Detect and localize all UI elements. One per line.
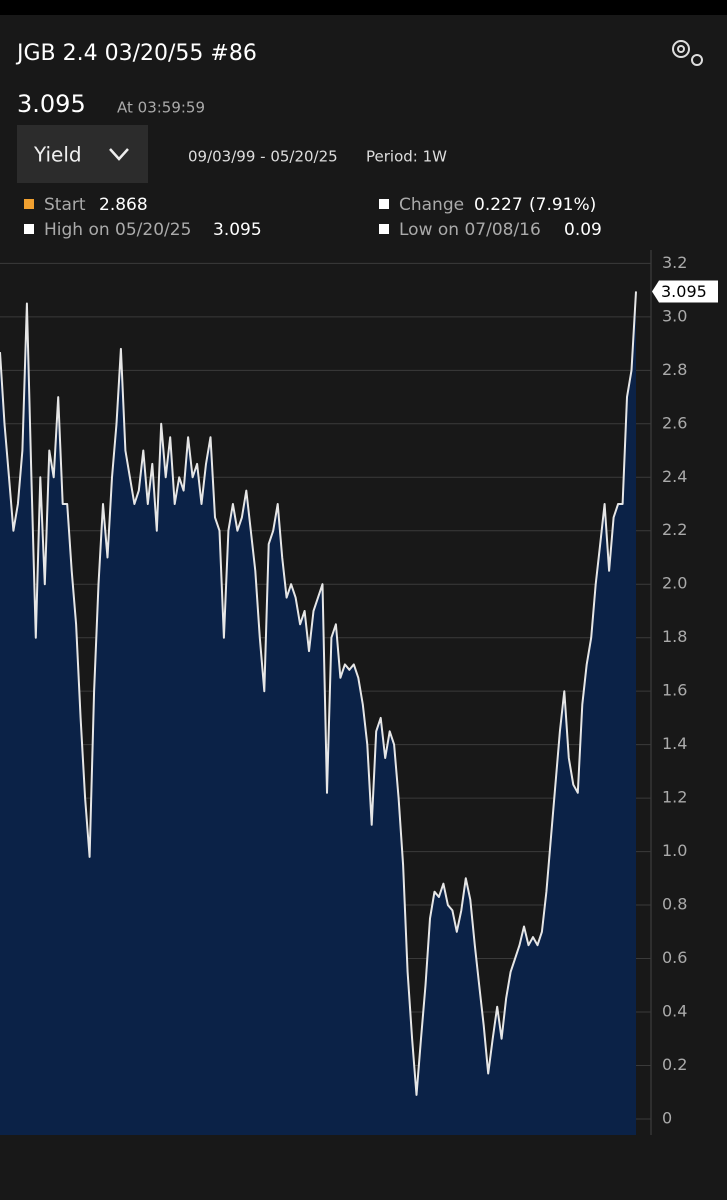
y-tick-label: 2.0 — [662, 574, 687, 593]
y-tick-label: 1.0 — [662, 841, 687, 860]
y-tick-label: 0.2 — [662, 1055, 687, 1074]
low-marker — [379, 224, 389, 234]
change-label: Change — [399, 195, 464, 215]
dropdown-label: Yield — [33, 143, 82, 167]
change-value: 0.227 — [474, 195, 523, 215]
high-marker — [24, 224, 34, 234]
y-tick-label: 0.4 — [662, 1002, 687, 1021]
time-label: At 03:59:59 — [117, 99, 205, 117]
settings-icon[interactable] — [672, 40, 703, 66]
y-tick-label: 3.0 — [662, 306, 687, 325]
period: Period: 1W — [366, 148, 447, 166]
change-pct: (7.91%) — [529, 195, 596, 215]
y-tick-label: 1.6 — [662, 681, 687, 700]
y-tick-label: 2.6 — [662, 413, 687, 432]
title: JGB 2.4 03/20/55 #86 — [15, 41, 257, 66]
y-tick-label: 2.8 — [662, 360, 687, 379]
y-tick-label: 0.8 — [662, 895, 687, 914]
y-tick-label: 1.4 — [662, 734, 687, 753]
plot: 0 0.2 0.4 0.6 0.8 1.0 1.2 1.4 1.6 1.8 2.0 2.2 2.4 2.6… — [0, 253, 718, 1135]
y-tick-label: 0.6 — [662, 948, 687, 967]
last-value: 3.095 — [17, 90, 86, 118]
start-value: 2.868 — [99, 195, 148, 215]
dropdown[interactable] — [17, 125, 148, 183]
low-value: 0.09 — [564, 220, 602, 240]
change-marker — [379, 199, 389, 209]
area — [0, 291, 636, 1135]
high-value: 3.095 — [213, 220, 262, 240]
start-marker — [24, 199, 34, 209]
low-label: Low on 07/08/16 — [399, 220, 541, 240]
y-tick-label: 1.8 — [662, 627, 687, 646]
dropdown-arrow — [109, 148, 129, 161]
value-tag — [652, 280, 718, 303]
line — [0, 291, 637, 1096]
y-tick-label: 3.2 — [662, 253, 687, 272]
y-tick-label: 1.2 — [662, 788, 687, 807]
y-tick-label: 2.2 — [662, 520, 687, 539]
high-label: High on 05/20/25 — [44, 220, 191, 240]
date-range: 09/03/99 - 05/20/25 — [188, 148, 338, 166]
y-tick-label: 2.4 — [662, 467, 687, 486]
start-label: Start — [44, 195, 86, 215]
value-tag-label: 3.095 — [661, 282, 707, 301]
y-tick-label: 0 — [662, 1108, 672, 1127]
